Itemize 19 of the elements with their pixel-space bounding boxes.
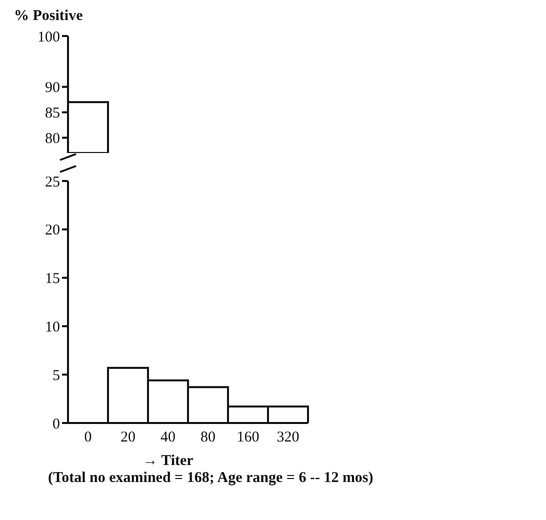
y-tick-label: 0 [52, 416, 60, 432]
x-axis-title: → Titer [142, 453, 194, 470]
y-tick-label: 20 [45, 222, 60, 239]
y-tick-label: 25 [45, 174, 60, 190]
text: (Total no examined = 168; Age range = 6 -- 12 mos) [47, 470, 374, 487]
y-tick-label: 15 [45, 271, 60, 288]
x-tick-label: 320 [276, 430, 300, 446]
x-tick-label: 0 [84, 430, 92, 446]
y-tick-label: 5 [52, 368, 60, 384]
y-tick-label: 10 [45, 320, 60, 336]
x-tick-label: 40 [160, 430, 176, 446]
y-axis-title: % Positive [13, 8, 84, 26]
x-tick-label: 160 [236, 430, 260, 446]
y-tick-label: 80 [45, 131, 60, 148]
x-tick-label: 80 [200, 430, 216, 446]
y-tick-label: 90 [45, 80, 60, 96]
x-tick-label: 20 [120, 430, 136, 446]
y-tick-label: 85 [45, 106, 60, 122]
y-tick-label: 100 [38, 29, 60, 46]
